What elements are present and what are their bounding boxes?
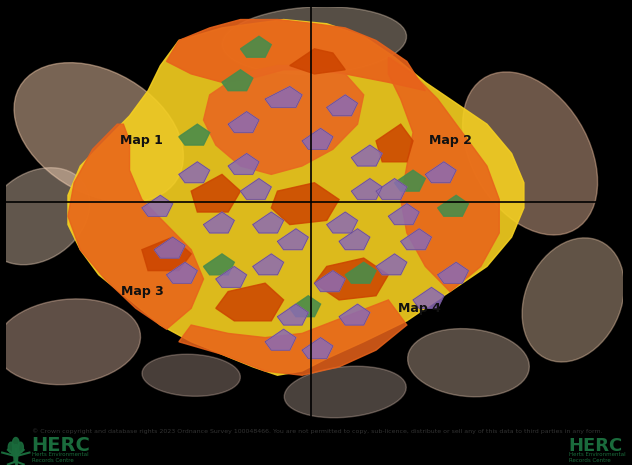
Text: HERC: HERC: [569, 437, 623, 455]
Polygon shape: [314, 271, 345, 292]
Polygon shape: [13, 445, 19, 456]
Text: Map 3: Map 3: [121, 285, 163, 298]
Polygon shape: [522, 238, 624, 362]
Text: Herts Environmental
Records Centre: Herts Environmental Records Centre: [569, 452, 626, 463]
Polygon shape: [204, 212, 234, 233]
Polygon shape: [351, 145, 382, 166]
Polygon shape: [14, 63, 183, 202]
Polygon shape: [408, 329, 530, 397]
Polygon shape: [142, 195, 173, 216]
Polygon shape: [302, 128, 333, 149]
Polygon shape: [388, 204, 419, 225]
Polygon shape: [216, 283, 284, 321]
Polygon shape: [388, 57, 499, 292]
Polygon shape: [253, 254, 284, 275]
Polygon shape: [166, 262, 197, 283]
Polygon shape: [302, 338, 333, 359]
Polygon shape: [228, 153, 259, 174]
Polygon shape: [339, 304, 370, 325]
Polygon shape: [327, 212, 358, 233]
Polygon shape: [240, 179, 271, 199]
Text: Map 2: Map 2: [428, 134, 471, 147]
Polygon shape: [277, 229, 308, 250]
Polygon shape: [142, 237, 191, 271]
Polygon shape: [179, 162, 210, 183]
Polygon shape: [394, 170, 425, 191]
Polygon shape: [289, 296, 320, 317]
Polygon shape: [253, 212, 284, 233]
Polygon shape: [284, 366, 406, 418]
Polygon shape: [314, 258, 388, 300]
Polygon shape: [351, 179, 382, 199]
Polygon shape: [18, 442, 23, 453]
Polygon shape: [413, 287, 444, 308]
Polygon shape: [0, 168, 90, 265]
Polygon shape: [142, 354, 240, 396]
Polygon shape: [240, 36, 271, 57]
Polygon shape: [437, 195, 468, 216]
Polygon shape: [463, 72, 598, 235]
Polygon shape: [345, 262, 376, 283]
Polygon shape: [271, 183, 339, 225]
Polygon shape: [222, 7, 406, 74]
Text: HERC: HERC: [32, 437, 90, 455]
Polygon shape: [339, 229, 370, 250]
Polygon shape: [376, 124, 413, 162]
Polygon shape: [154, 237, 185, 258]
Polygon shape: [425, 162, 456, 183]
Polygon shape: [376, 254, 407, 275]
Polygon shape: [204, 254, 234, 275]
Polygon shape: [265, 86, 302, 107]
Polygon shape: [179, 300, 407, 375]
Polygon shape: [228, 112, 259, 133]
Polygon shape: [204, 66, 363, 174]
Polygon shape: [13, 438, 19, 450]
Polygon shape: [265, 329, 296, 350]
Polygon shape: [0, 299, 140, 385]
Text: © Crown copyright and database rights 2023 Ordnance Survey 100048466. You are no: © Crown copyright and database rights 20…: [32, 428, 602, 434]
Text: Map 4: Map 4: [398, 302, 441, 315]
Polygon shape: [401, 229, 432, 250]
Polygon shape: [68, 20, 524, 375]
Polygon shape: [327, 95, 358, 116]
Polygon shape: [216, 266, 246, 287]
Text: Map 1: Map 1: [121, 134, 163, 147]
Polygon shape: [179, 124, 210, 145]
Polygon shape: [222, 70, 253, 91]
Polygon shape: [191, 174, 240, 212]
Polygon shape: [277, 304, 308, 325]
Polygon shape: [376, 179, 407, 199]
Polygon shape: [289, 49, 345, 74]
Polygon shape: [13, 450, 18, 463]
Polygon shape: [8, 442, 14, 453]
Polygon shape: [166, 20, 425, 91]
Polygon shape: [68, 124, 204, 329]
Polygon shape: [437, 262, 468, 283]
Text: Herts Environmental
Records Centre: Herts Environmental Records Centre: [32, 452, 88, 463]
